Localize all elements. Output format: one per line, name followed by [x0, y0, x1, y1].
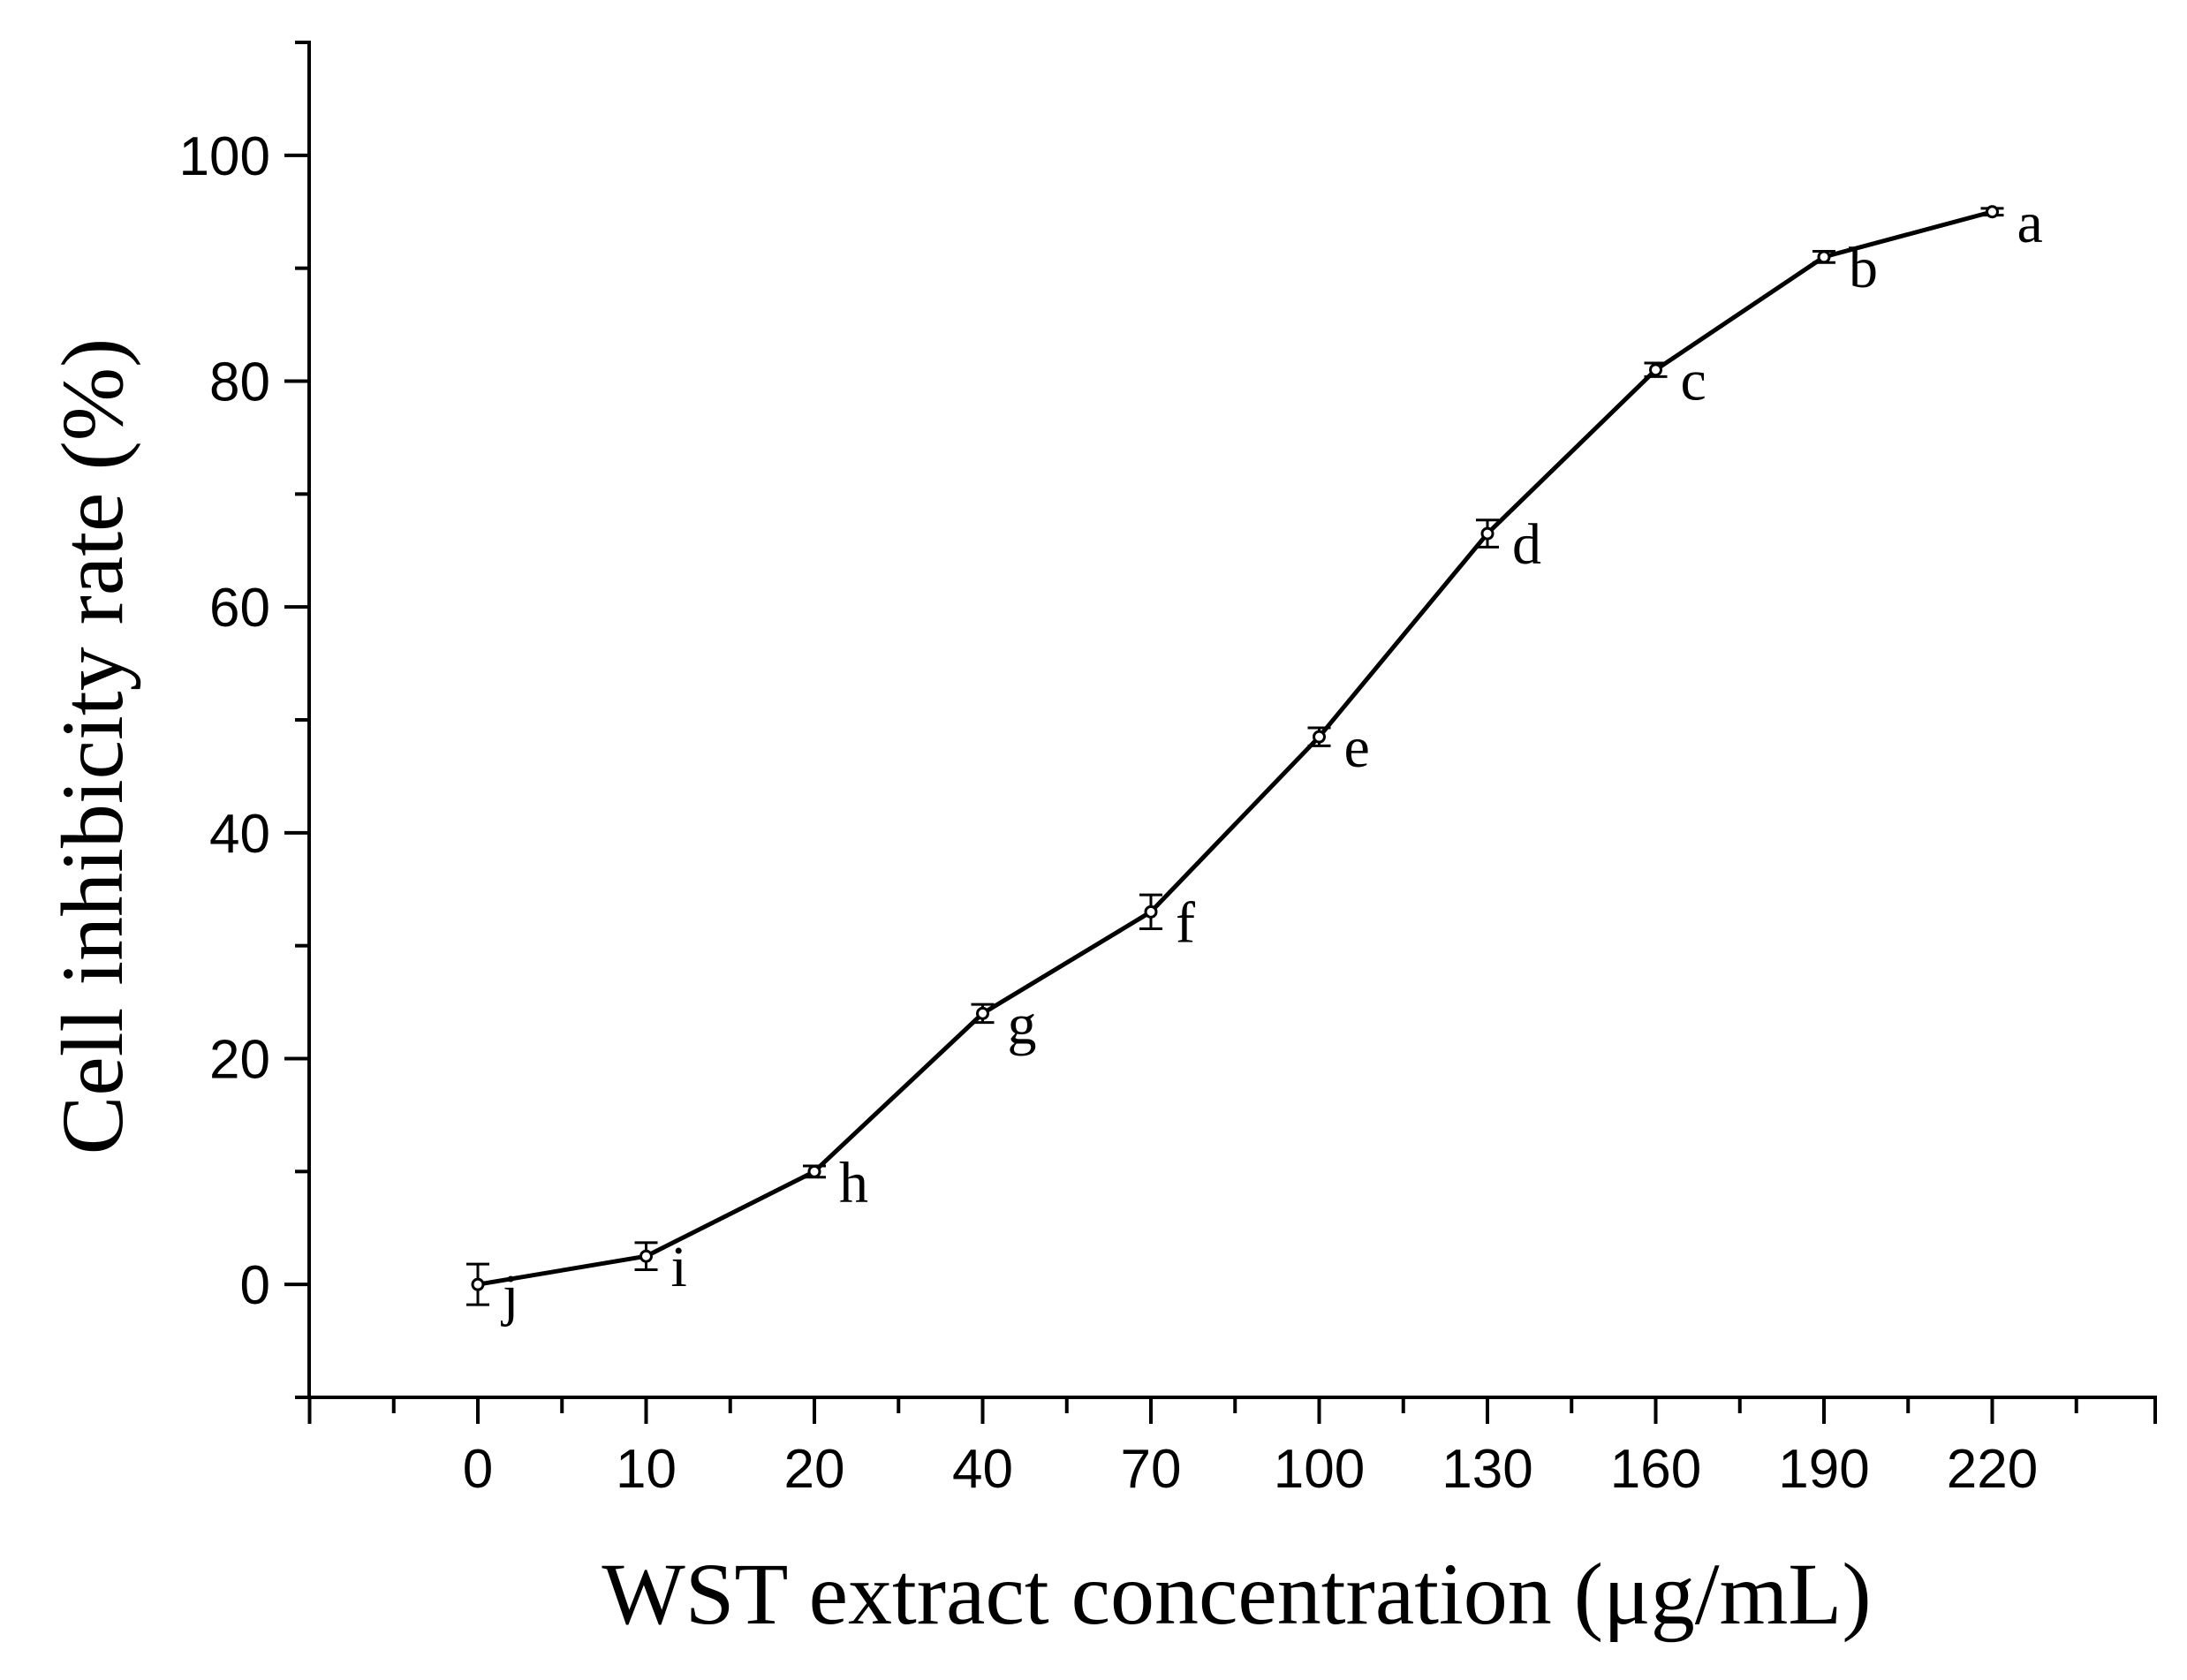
- x-tick-label: 160: [1610, 1439, 1701, 1500]
- x-tick-label: 130: [1442, 1439, 1532, 1500]
- x-tick-label: 100: [1274, 1439, 1365, 1500]
- point-label: i: [671, 1235, 687, 1299]
- x-tick-label: 20: [784, 1439, 845, 1500]
- x-tick-label: 10: [616, 1439, 677, 1500]
- data-point: [1480, 526, 1495, 541]
- data-point: [1313, 730, 1326, 744]
- data-point: [1649, 363, 1662, 377]
- x-tick-label: 190: [1778, 1439, 1869, 1500]
- point-label: a: [2017, 191, 2043, 255]
- data-point: [639, 1249, 653, 1263]
- point-label: d: [1512, 512, 1541, 577]
- point-label: h: [839, 1150, 868, 1215]
- x-tick-label: 0: [463, 1439, 493, 1500]
- y-tick-label: 60: [209, 578, 270, 639]
- point-label: c: [1681, 349, 1706, 413]
- point-label: b: [1849, 236, 1878, 300]
- data-point: [471, 1277, 485, 1291]
- data-point: [1817, 250, 1831, 264]
- point-label: f: [1176, 890, 1195, 955]
- data-point: [807, 1164, 821, 1178]
- point-labels: j i h g f e d c b a: [501, 191, 2043, 1328]
- x-tick-label: 70: [1121, 1439, 1182, 1500]
- y-tick-label: 100: [179, 126, 270, 187]
- point-label: g: [1008, 992, 1037, 1056]
- data-point: [1144, 904, 1158, 919]
- axes: [307, 41, 2157, 1399]
- point-label: j: [501, 1263, 518, 1328]
- y-tick-label: 20: [209, 1030, 270, 1091]
- ticks: 0 20 40 60 80 100 0 10 20 40 70 100 130 160 190 220: [179, 41, 2157, 1500]
- series-line: [477, 209, 1994, 1287]
- y-tick-label: 40: [209, 804, 270, 865]
- x-tick-label: 40: [952, 1439, 1013, 1500]
- y-tick-label: 0: [240, 1255, 270, 1316]
- x-axis-title: WST extract concentration (μg/mL): [602, 1545, 1871, 1643]
- y-tick-label: 80: [209, 352, 270, 413]
- data-point: [1986, 205, 1999, 219]
- y-axis-title: Cell inhibicity rate (%): [43, 338, 141, 1155]
- data-point: [976, 1006, 989, 1020]
- point-label: e: [1344, 715, 1370, 780]
- series: [466, 205, 2004, 1306]
- x-tick-label: 220: [1947, 1439, 2038, 1500]
